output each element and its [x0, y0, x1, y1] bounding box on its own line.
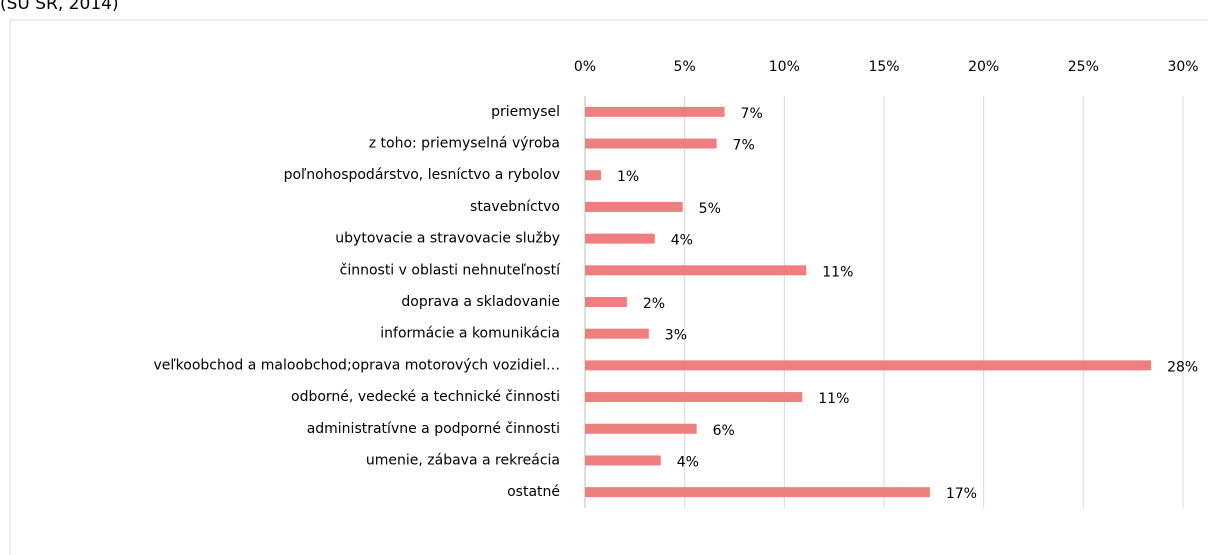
category-label: veľkoobchod a maloobchod;oprava motorový…: [154, 357, 560, 373]
category-label: stavebníctvo: [470, 199, 560, 215]
data-label: 17%: [946, 486, 977, 502]
bar: [585, 265, 807, 276]
data-label: 3%: [665, 328, 687, 344]
category-label: informácie a komunikácia: [380, 326, 560, 342]
category-label: administratívne a podporné činnosti: [307, 421, 560, 437]
data-label: 28%: [1167, 359, 1198, 375]
bar: [585, 392, 803, 403]
bar: [585, 106, 725, 117]
x-tick-label: 5%: [674, 59, 696, 75]
category-label: z toho: priemyselná výroba: [369, 136, 560, 152]
data-label: 4%: [677, 454, 699, 470]
data-label: 6%: [713, 423, 735, 439]
category-label: ubytovacie a stravovacie služby: [335, 231, 560, 247]
category-label: priemysel: [491, 104, 560, 120]
data-label: 5%: [699, 201, 721, 217]
data-label: 11%: [818, 391, 849, 407]
x-tick-label: 20%: [968, 59, 999, 75]
category-label: odborné, vedecké a technické činnosti: [291, 389, 560, 405]
chart-border: [9, 19, 1208, 555]
category-label: činnosti v oblasti nehnuteľností: [340, 262, 561, 278]
bar: [585, 455, 661, 466]
bar: [585, 201, 683, 212]
data-label: 7%: [733, 138, 755, 154]
bar: [585, 487, 930, 498]
category-label: poľnohospodárstvo, lesníctvo a rybolov: [284, 167, 560, 183]
x-tick-label: 0%: [574, 59, 596, 75]
data-label: 4%: [671, 233, 693, 249]
data-label: 11%: [822, 264, 853, 280]
data-label: 7%: [741, 106, 763, 122]
bar: [585, 138, 717, 149]
bar: [585, 297, 627, 307]
category-label: doprava a skladovanie: [401, 294, 560, 310]
x-tick-label: 30%: [1167, 59, 1198, 75]
data-label: 2%: [643, 296, 665, 312]
category-label: ostatné: [507, 484, 560, 500]
x-tick-label: 10%: [769, 59, 800, 75]
data-label: 1%: [617, 169, 639, 185]
chart-title: (ŠÚ SR, 2014): [0, 0, 119, 14]
bar: [585, 170, 601, 181]
x-tick-label: 15%: [868, 59, 899, 75]
x-tick-label: 25%: [1068, 59, 1099, 75]
bar: [585, 423, 697, 434]
bar: [585, 360, 1152, 371]
bar: [585, 328, 649, 339]
bar: [585, 233, 655, 244]
category-label: umenie, zábava a rekreácia: [366, 452, 560, 468]
